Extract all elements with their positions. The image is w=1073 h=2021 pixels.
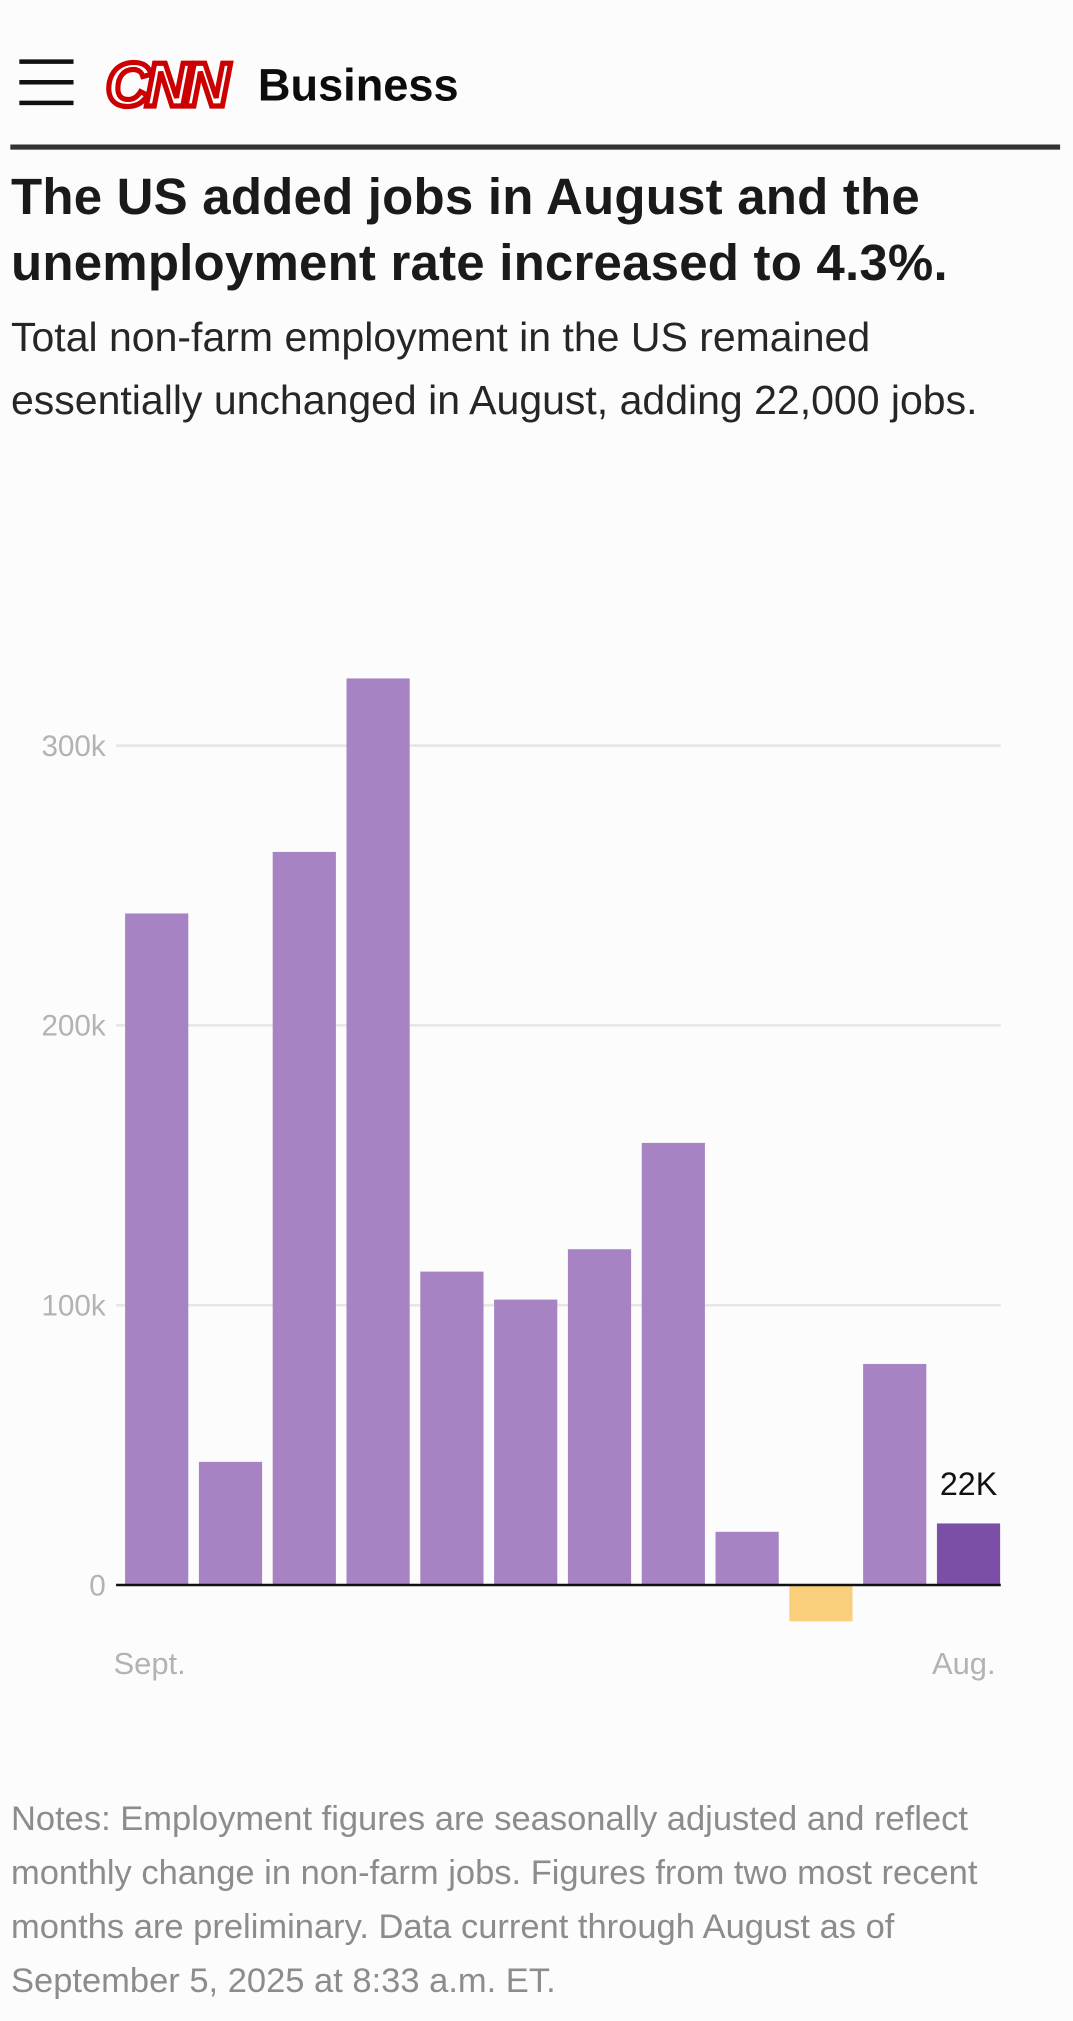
y-tick-label: 300k bbox=[41, 730, 105, 763]
bar bbox=[567, 1249, 632, 1585]
bar bbox=[346, 678, 410, 1585]
value-label: 22K bbox=[940, 1466, 998, 1502]
bar bbox=[420, 1271, 484, 1585]
chart-subtitle: Total non-farm employment in the US rema… bbox=[11, 314, 978, 423]
menu-bar bbox=[19, 100, 74, 106]
bar bbox=[125, 913, 189, 1585]
bar bbox=[272, 851, 336, 1585]
header-rule bbox=[10, 144, 1061, 150]
bar bbox=[936, 1523, 1001, 1585]
bar bbox=[789, 1584, 853, 1622]
bar bbox=[494, 1299, 558, 1585]
brand[interactable]: Business bbox=[258, 60, 459, 111]
bar bbox=[715, 1531, 779, 1585]
menu-icon[interactable] bbox=[19, 59, 74, 106]
menu-bar bbox=[19, 59, 74, 64]
bar bbox=[198, 1461, 263, 1585]
bar bbox=[863, 1363, 927, 1585]
y-tick-label: 100k bbox=[41, 1290, 105, 1323]
x-tick-label: Sept. bbox=[113, 1646, 185, 1681]
chart-title: The US added jobs in August and the unem… bbox=[11, 168, 948, 291]
notes: Notes: Employment figures are seasonally… bbox=[11, 1800, 978, 2000]
bar bbox=[641, 1142, 705, 1585]
y-tick-label: 0 bbox=[89, 1569, 106, 1602]
menu-bar bbox=[19, 80, 74, 85]
logo[interactable]: CNN bbox=[103, 48, 238, 122]
y-tick-label: 200k bbox=[41, 1010, 105, 1043]
x-tick-label: Aug. bbox=[932, 1646, 996, 1681]
